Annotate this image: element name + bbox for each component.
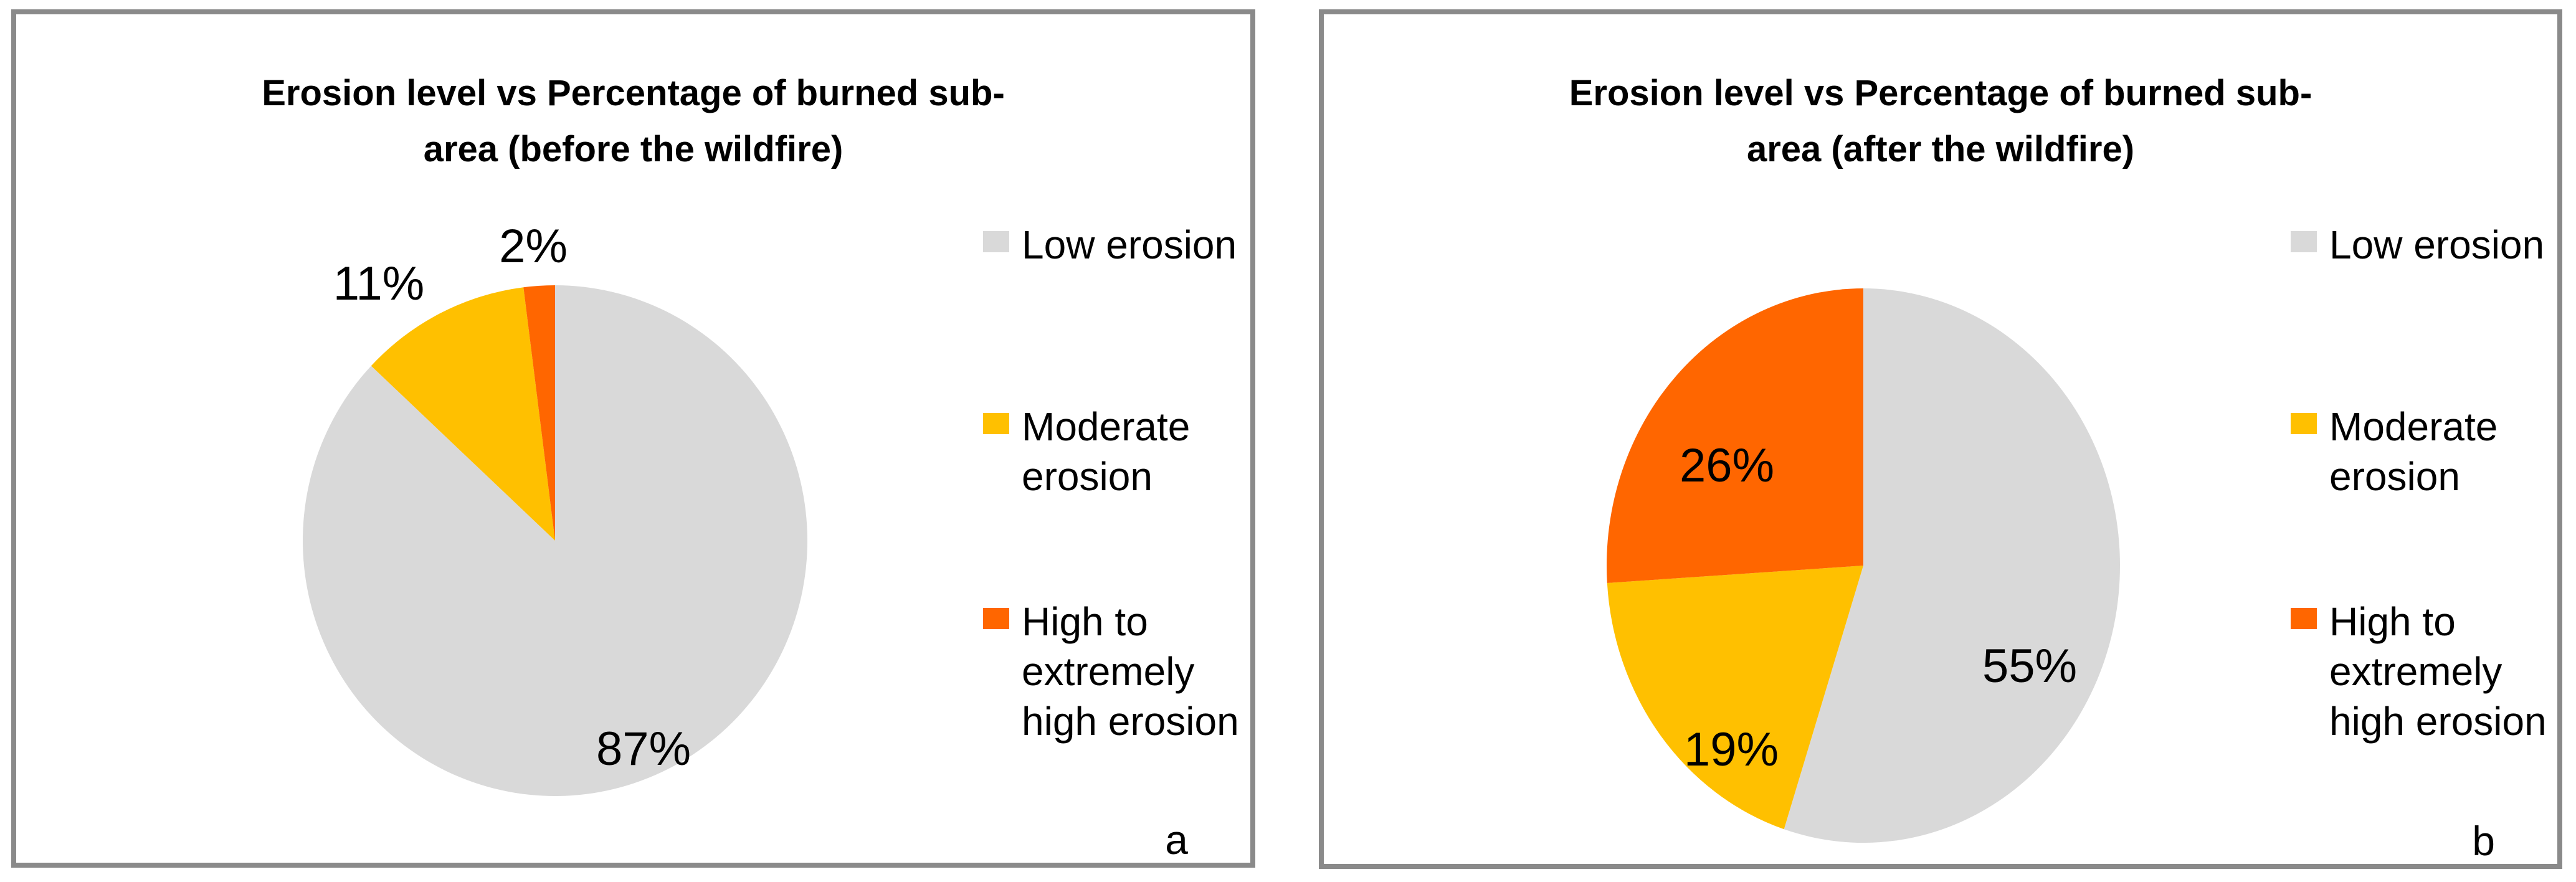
chart-title-line: area (after the wildfire) <box>1746 129 2135 169</box>
data-label: 26% <box>1679 439 1775 492</box>
legend-item: Low erosion <box>983 220 1277 270</box>
pie-slice-high-to-extremely-high-erosion <box>1607 288 1863 583</box>
panel-before-wildfire: Erosion level vs Percentage of burned su… <box>11 9 1255 868</box>
legend-swatch-icon <box>2291 608 2317 629</box>
pie-slice-moderate-erosion <box>1607 566 1863 830</box>
chart-title: Erosion level vs Percentage of burned su… <box>1324 65 2557 178</box>
pie-chart <box>1607 288 2120 843</box>
panel-letter: a <box>1165 817 1188 863</box>
legend-label: Moderate erosion <box>2329 404 2498 499</box>
panel-letter: b <box>2472 818 2495 864</box>
data-label: 2% <box>499 220 568 273</box>
data-label: 11% <box>333 257 425 310</box>
pie-slice-low-erosion <box>1784 288 2120 843</box>
data-label: 87% <box>596 723 692 775</box>
legend-swatch-icon <box>983 608 1009 629</box>
legend-swatch-icon <box>983 413 1009 434</box>
legend-label: Low erosion <box>2329 222 2545 267</box>
chart-title: Erosion level vs Percentage of burned su… <box>16 65 1250 178</box>
chart-title-line: Erosion level vs Percentage of burned su… <box>262 73 1005 113</box>
data-label: 55% <box>1982 640 2078 693</box>
legend-item: Moderate erosion <box>2291 402 2576 501</box>
legend-label: Low erosion <box>1022 222 1237 267</box>
legend-label: Moderate erosion <box>1022 404 1191 499</box>
pie-slice-moderate-erosion <box>371 287 555 541</box>
legend-swatch-icon <box>2291 231 2317 252</box>
legend-item: Low erosion <box>2291 220 2576 270</box>
pie-slice-high-to-extremely-high-erosion <box>523 285 555 541</box>
legend-label: High to extremely high erosion <box>2329 599 2547 744</box>
data-label: 19% <box>1683 723 1779 776</box>
chart-title-line: Erosion level vs Percentage of burned su… <box>1569 73 2312 113</box>
legend-item: High to extremely high erosion <box>983 597 1277 746</box>
legend-label: High to extremely high erosion <box>1022 599 1239 744</box>
chart-title-line: area (before the wildfire) <box>423 129 844 169</box>
legend-item: Moderate erosion <box>983 402 1277 501</box>
panel-after-wildfire: Erosion level vs Percentage of burned su… <box>1319 9 2562 869</box>
legend-swatch-icon <box>2291 413 2317 434</box>
pie-chart <box>302 285 807 796</box>
legend-swatch-icon <box>983 231 1009 252</box>
legend-item: High to extremely high erosion <box>2291 597 2576 746</box>
